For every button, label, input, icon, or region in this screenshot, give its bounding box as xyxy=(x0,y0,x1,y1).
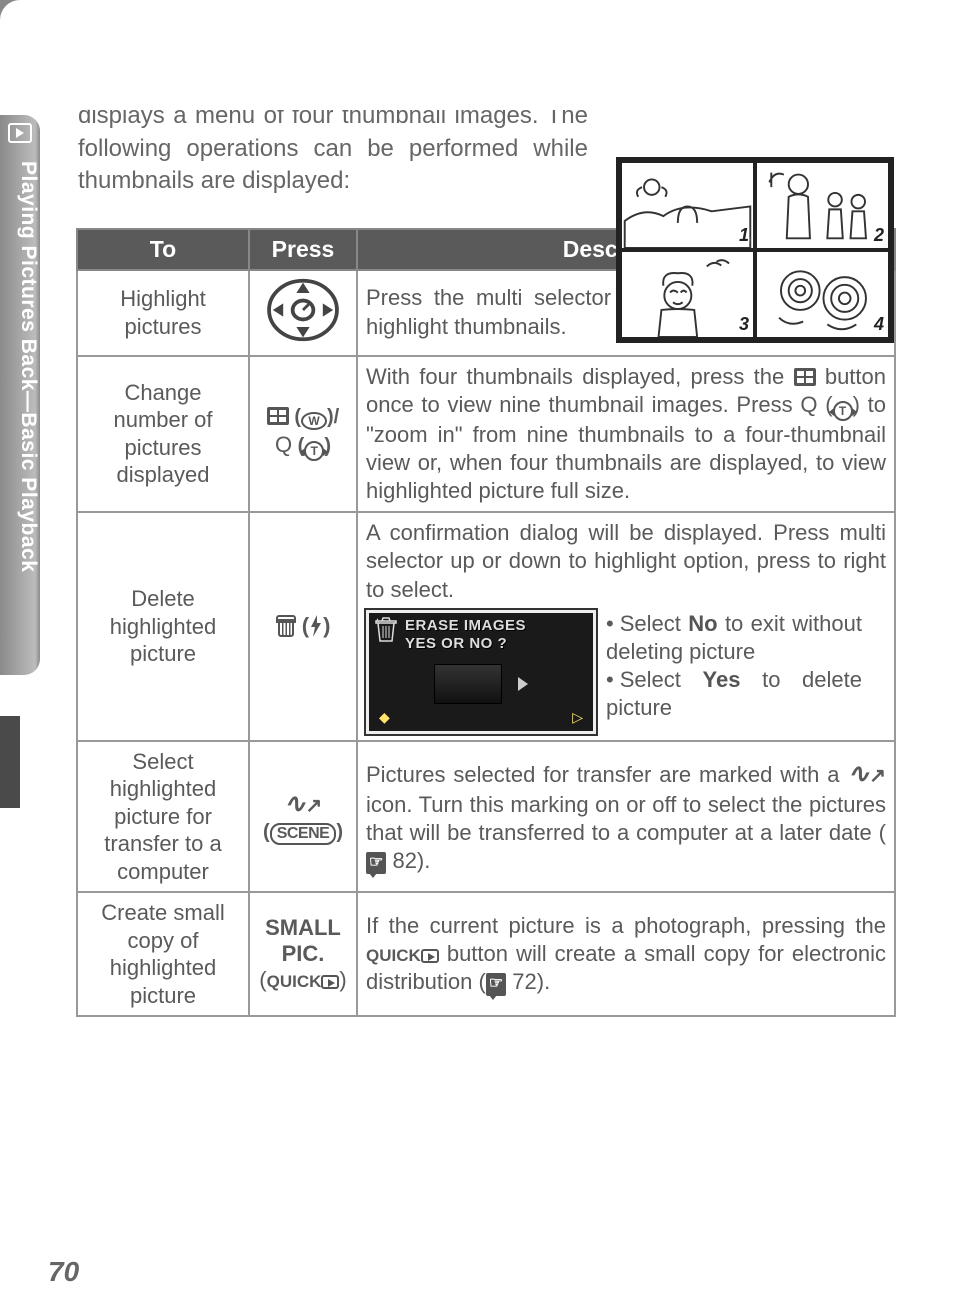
trash-icon xyxy=(375,617,397,648)
press-cell: (W)/ Q (T) xyxy=(249,356,357,513)
table-row: Select highlighted picture for transfer … xyxy=(77,741,895,893)
erase-dialog: ERASE IMAGES YES OR NO ? ◆ ▷ xyxy=(366,610,596,734)
table-row: Create small copy of highlighted picture… xyxy=(77,892,895,1016)
transfer-icon: ∿↗ xyxy=(847,758,886,788)
thumb-number: 1 xyxy=(739,225,749,246)
scene-button-icon: SCENE xyxy=(270,823,337,845)
to-cell: Select highlighted picture for transfer … xyxy=(77,741,249,893)
side-tab: Playing Pictures Back—Basic Playback xyxy=(0,115,40,675)
dialog-right-icon: ▷ xyxy=(572,709,583,727)
side-tab-label: Playing Pictures Back—Basic Playback xyxy=(0,159,40,659)
t-tele-icon: T xyxy=(304,441,324,461)
col-header-to: To xyxy=(77,229,249,270)
multi-selector-icon xyxy=(265,277,341,343)
magnify-icon: Q xyxy=(275,432,292,457)
to-cell: Delete highlighted picture xyxy=(77,512,249,740)
to-cell: Change number of pictures displayed xyxy=(77,356,249,513)
bullet-item: Select No to exit without deleting pictu… xyxy=(606,610,862,666)
bullet-item: Select Yes to delete picture xyxy=(606,666,862,722)
thumb-number: 2 xyxy=(874,225,884,246)
table-row: Change number of pictures displayed (W)/… xyxy=(77,356,895,513)
desc-cell: Pictures selected for transfer are marke… xyxy=(357,741,895,893)
flash-icon xyxy=(309,615,323,637)
desc-cell: With four thumbnails displayed, press th… xyxy=(357,356,895,513)
thumb-cell: 1 xyxy=(620,161,755,250)
dialog-select-arrow-icon xyxy=(518,677,528,691)
thumb-cell: 2 xyxy=(755,161,890,250)
page-ref-icon: ☞ xyxy=(366,852,386,874)
playback-icon xyxy=(8,123,32,143)
press-cell: () xyxy=(249,512,357,740)
page-ref-icon: ☞ xyxy=(486,973,506,995)
quick-playback-icon: QUICK xyxy=(267,972,340,992)
thumb-number: 3 xyxy=(739,314,749,335)
press-cell: SMALL PIC. (QUICK) xyxy=(249,892,357,1016)
press-cell xyxy=(249,270,357,356)
to-cell: Create small copy of highlighted picture xyxy=(77,892,249,1016)
desc-cell: If the current picture is a photograph, … xyxy=(357,892,895,1016)
thumbnail-button-icon xyxy=(267,407,289,425)
operations-table: To Press Description Highlight pictures … xyxy=(76,228,896,1018)
col-header-press: Press xyxy=(249,229,357,270)
trash-icon xyxy=(276,615,296,637)
t-tele-icon: T xyxy=(833,401,853,421)
thumb-cell: 4 xyxy=(755,250,890,339)
thumb-number: 4 xyxy=(874,314,884,335)
thumbnail-preview: 1 2 3 xyxy=(616,157,894,343)
dialog-updown-icon: ◆ xyxy=(379,709,390,727)
dialog-line: ERASE IMAGES xyxy=(405,617,526,635)
dialog-line: YES OR NO ? xyxy=(405,635,526,653)
magnify-icon: Q xyxy=(800,392,817,417)
to-cell: Highlight pictures xyxy=(77,270,249,356)
dialog-no-option xyxy=(434,664,502,704)
transfer-icon: ∿↗ xyxy=(284,788,323,819)
thumb-cell: 3 xyxy=(620,250,755,339)
quick-playback-icon: QUICK xyxy=(366,945,439,967)
press-cell: ∿↗ (SCENE) xyxy=(249,741,357,893)
desc-cell: A confirmation dialog will be displayed.… xyxy=(357,512,895,740)
thumbnail-button-icon xyxy=(794,368,816,386)
page-number: 70 xyxy=(48,1256,79,1288)
table-row: Delete highlighted picture () A confirma… xyxy=(77,512,895,740)
w-wide-icon: W xyxy=(301,412,327,430)
